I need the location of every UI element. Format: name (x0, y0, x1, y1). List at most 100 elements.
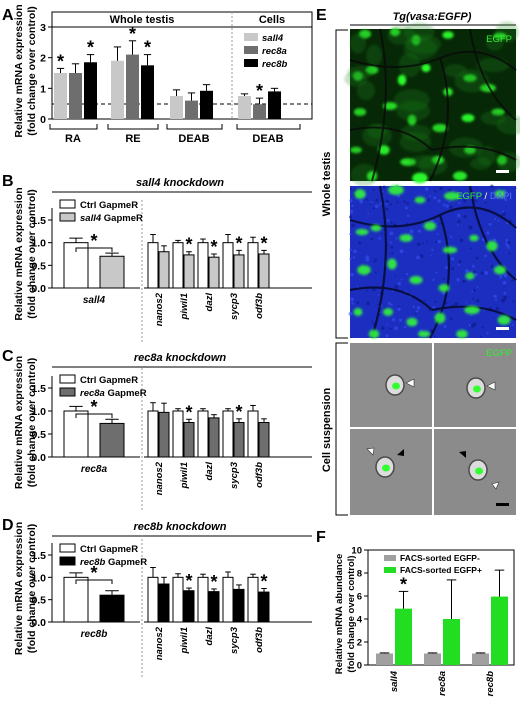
dapi-dot-55 (481, 326, 484, 329)
dapi-dot-190 (349, 209, 354, 214)
dapi-egfp-cell-19 (382, 308, 394, 316)
panel-f: F Relative mRNA abundance (fold change o… (316, 529, 515, 696)
dapi-dot-219 (503, 295, 507, 300)
x-label-sycp3: sycp3 (229, 292, 240, 320)
egfp-glow-20 (403, 37, 438, 61)
dapi-dot-177 (389, 328, 392, 331)
panel-e-side-bracket-1 (335, 29, 348, 339)
group-label-deab-cells: DEAB (252, 133, 283, 145)
a-bar-1-2-significance: * (144, 38, 151, 58)
f-bar-sall4-1 (395, 608, 412, 665)
panel-d: D rec8b knockdown (2, 517, 312, 537)
arrowhead-white-3 (491, 481, 500, 490)
dapi-dot-69 (441, 291, 446, 295)
suspension-cell-egfp-3 (475, 467, 483, 475)
dapi-dot-210 (351, 302, 354, 305)
legend-label-gapmer: rec8a GapmeR (80, 388, 147, 399)
dapi-dot-119 (471, 290, 474, 293)
x-label-odf3b: odf3b (254, 627, 265, 653)
dapi-dot-141 (406, 214, 410, 217)
legend-label-rec8a: rec8a (262, 46, 287, 57)
f-ytick-label-1: 2 (357, 638, 362, 649)
f-bar-sall4-1-significance: * (400, 574, 407, 594)
dapi-dot-189 (371, 320, 374, 323)
dapi-dot-198 (486, 332, 489, 335)
significance-bracket (75, 579, 113, 584)
dapi-dot-193 (405, 206, 408, 210)
dapi-dot-249 (353, 249, 357, 254)
dapi-egfp-cell-18 (353, 308, 363, 316)
dapi-dot-178 (382, 185, 386, 189)
dapi-dot-122 (437, 199, 441, 203)
dapi-dot-221 (484, 201, 487, 205)
dapi-dot-125 (416, 255, 420, 260)
egfp-label: EGFP (486, 34, 512, 45)
x-label-odf3b: odf3b (254, 293, 265, 319)
dapi-dot-171 (472, 297, 475, 300)
dapi-egfp-cell-10 (469, 234, 479, 242)
significance-star: * (90, 397, 97, 417)
f-x-label-rec8a: rec8a (437, 671, 448, 696)
dapi-dot-240 (386, 323, 388, 326)
x-label-nanos2: nanos2 (154, 292, 165, 326)
dapi-dot-104 (434, 300, 437, 304)
egfp-dapi-label-slash: / (482, 191, 490, 202)
cell-suspension-images: EGFP (350, 343, 516, 515)
egfp-glow-2 (495, 21, 519, 43)
bar-sycp3-gapmer (233, 588, 245, 623)
panel-letter-f: F (316, 529, 326, 546)
bar-odf3b-ctrl (247, 242, 259, 289)
egfp-cell-16 (461, 113, 475, 123)
dapi-dot-174 (350, 272, 354, 277)
panel-c-ylabel-2: (fold change over control) (26, 358, 38, 488)
dapi-dot-48 (431, 248, 434, 251)
dapi-dot-107 (505, 238, 509, 242)
panel-c-chart: Relative mRNA expression (fold change ove… (13, 356, 312, 512)
dapi-dot-28 (374, 258, 378, 261)
dapi-egfp-cell-16 (465, 272, 475, 280)
dapi-dot-81 (479, 335, 482, 338)
f-ytick-label-4: 8 (357, 569, 362, 580)
dapi-dot-91 (456, 213, 461, 218)
dapi-dot-149 (359, 199, 364, 204)
egfp-glow-8 (349, 32, 367, 54)
dapi-dot-10 (470, 314, 472, 317)
ytick-label-2: 1.0 (31, 572, 46, 584)
dapi-dot-57 (417, 242, 421, 247)
ytick-label-1: 0.5 (31, 595, 46, 607)
dapi-dot-229 (417, 229, 422, 233)
dapi-dot-208 (365, 255, 370, 259)
legend-label-egfp-pos: FACS-sorted EGFP+ (400, 565, 482, 575)
egfp-cell-8 (421, 63, 431, 73)
dapi-dot-4 (378, 237, 381, 240)
dapi-outline-1 (370, 185, 388, 339)
bar-odf3b-gapmer-significance: * (260, 233, 267, 253)
a-bar-2-0 (170, 96, 183, 119)
dapi-dot-223 (486, 231, 490, 235)
dapi-dot-128 (352, 256, 356, 259)
dapi-dot-176 (448, 201, 451, 203)
dapi-dot-217 (456, 278, 460, 282)
legend-label-rec8b: rec8b (262, 59, 288, 70)
panel-a-ylabel-2: (fold change over control) (26, 6, 38, 136)
bar-sycp3-gapmer-significance: * (235, 402, 242, 422)
dapi-dot-79 (397, 307, 401, 311)
dapi-dot-0 (436, 233, 439, 235)
dapi-egfp-cell-11 (486, 240, 498, 252)
panel-b-chart: Relative mRNA expression (fold change ove… (13, 187, 312, 343)
dapi-dot-186 (412, 305, 415, 308)
bar-nanos2-ctrl (147, 242, 159, 289)
bar-sycp3-gapmer-significance: * (235, 233, 242, 253)
panel-a-group-brackets (49, 124, 301, 130)
legend-swatch-ctrl (59, 374, 76, 384)
dapi-dot-82 (422, 242, 425, 245)
dapi-dot-232 (374, 271, 377, 274)
dapi-dot-228 (434, 240, 438, 243)
dapi-dot-36 (400, 278, 403, 281)
f-bar-rec8a-1 (443, 619, 460, 665)
bar-piwil1-gapmer (183, 254, 195, 289)
dapi-dot-47 (419, 254, 424, 258)
x-label-odf3b: odf3b (254, 462, 265, 488)
bar-dazl-gapmer-significance: * (210, 237, 217, 257)
legend-label-gapmer: rec8b GapmeR (80, 557, 147, 568)
